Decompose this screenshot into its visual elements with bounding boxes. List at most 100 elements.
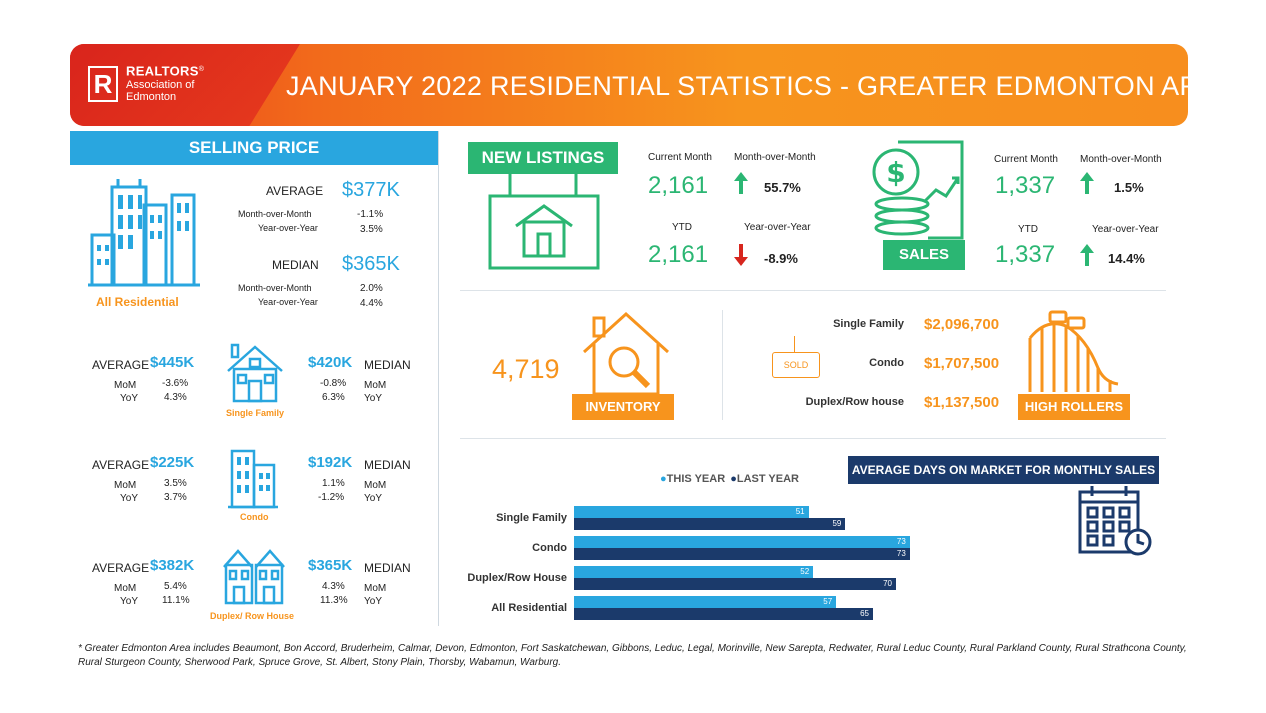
inventory-value: 4,719 bbox=[492, 354, 560, 384]
bar-last-year: 73 bbox=[574, 548, 910, 560]
condo-average-label: AVERAGE bbox=[92, 458, 150, 472]
duplex-median-value: $365K bbox=[308, 557, 353, 574]
listing-sign-icon bbox=[488, 174, 600, 270]
hr-value-condo: $1,707,500 bbox=[924, 355, 1000, 372]
house-magnifier-icon bbox=[582, 311, 670, 396]
sales-current-label: Current Month bbox=[994, 154, 1058, 165]
sales-ytd-label: YTD bbox=[1018, 224, 1038, 235]
sf-avg-yoy: 4.3% bbox=[164, 392, 187, 403]
sales-document-coins-icon: $ bbox=[872, 140, 964, 240]
bar-value-label: 73 bbox=[896, 549, 906, 558]
nl-ytd-label: YTD bbox=[672, 222, 692, 233]
sf-median-value: $420K bbox=[308, 354, 353, 371]
hr-label-single-family: Single Family bbox=[833, 318, 904, 330]
duplex-med-mom: 4.3% bbox=[322, 581, 345, 592]
duplex-yoy-label: YoY bbox=[120, 596, 138, 607]
sold-sign-post bbox=[794, 336, 795, 352]
bar-this-year: 51 bbox=[574, 506, 809, 518]
sales-mom-value: 1.5% bbox=[1114, 180, 1144, 195]
condo-med-mom: 1.1% bbox=[322, 478, 345, 489]
bar-value-label: 73 bbox=[896, 537, 906, 546]
hr-value-duplex: $1,137,500 bbox=[924, 394, 1000, 411]
duplex-med-yoy: 11.3% bbox=[320, 595, 348, 606]
condo-building-icon bbox=[228, 449, 278, 509]
chart-category-label: All Residential bbox=[491, 602, 567, 614]
sold-sign-icon: SOLD bbox=[772, 352, 820, 378]
all-residential-caption: All Residential bbox=[96, 295, 179, 309]
all-med-mom: 2.0% bbox=[360, 283, 383, 294]
page-title: JANUARY 2022 RESIDENTIAL STATISTICS - GR… bbox=[286, 71, 1188, 101]
association-logo-text: REALTORS® Association of Edmonton bbox=[126, 64, 204, 103]
sales-ytd-value: 1,337 bbox=[995, 241, 1056, 268]
condo-average-value: $225K bbox=[150, 454, 195, 471]
all-median-label: MEDIAN bbox=[272, 258, 319, 272]
bar-this-year: 73 bbox=[574, 536, 910, 548]
legend-this-dot: ● bbox=[660, 473, 667, 485]
logo-line3: Edmonton bbox=[126, 90, 177, 103]
sf-average-label: AVERAGE bbox=[92, 358, 150, 372]
sold-sign-text: SOLD bbox=[783, 360, 809, 370]
all-med-yoy: 4.4% bbox=[360, 298, 383, 309]
days-on-market-title: AVERAGE DAYS ON MARKET FOR MONTHLY SALES bbox=[848, 456, 1159, 484]
all-avg-mom-label: Month-over-Month bbox=[238, 209, 312, 219]
nl-down-arrow-icon bbox=[734, 244, 748, 266]
condo-median-label: MEDIAN bbox=[364, 458, 411, 472]
sf-med-yoy: 6.3% bbox=[322, 392, 345, 403]
inventory-heading: INVENTORY bbox=[572, 394, 674, 420]
nl-yoy-value: -8.9% bbox=[764, 251, 798, 266]
nl-mom-label: Month-over-Month bbox=[734, 152, 816, 163]
footnote: * Greater Edmonton Area includes Beaumon… bbox=[78, 643, 1187, 668]
all-average-label: AVERAGE bbox=[266, 184, 324, 198]
selling-price-heading: SELLING PRICE bbox=[70, 131, 438, 165]
sales-mom-up-arrow-icon bbox=[1080, 172, 1094, 194]
single-family-house-icon bbox=[227, 343, 283, 403]
all-avg-mom: -1.1% bbox=[357, 209, 384, 220]
svg-text:$: $ bbox=[886, 156, 905, 189]
chart-category-label: Single Family bbox=[496, 512, 567, 524]
bar-value-label: 65 bbox=[860, 609, 869, 618]
duplex-caption: Duplex/ Row House bbox=[210, 611, 295, 621]
sales-mom-label: Month-over-Month bbox=[1080, 154, 1162, 165]
bar-value-label: 70 bbox=[883, 579, 892, 588]
duplex-average-value: $382K bbox=[150, 557, 195, 574]
selling-price-panel: SELLING PRICE All Residential AVERAGE $3… bbox=[70, 131, 439, 626]
sales-yoy-up-arrow-icon bbox=[1080, 244, 1094, 266]
bar-value-label: 59 bbox=[832, 519, 842, 528]
condo-caption: Condo bbox=[240, 512, 269, 522]
all-average-value: $377K bbox=[342, 179, 400, 201]
condo-yoy-label: YoY bbox=[120, 493, 138, 504]
bar-this-year: 57 bbox=[574, 596, 837, 608]
bar-this-year: 52 bbox=[574, 566, 814, 578]
sf-avg-mom: -3.6% bbox=[162, 378, 189, 389]
sales-heading: SALES bbox=[883, 240, 965, 270]
all-median-value: $365K bbox=[342, 253, 400, 275]
nl-current-label: Current Month bbox=[648, 152, 712, 163]
legend-this-year: THIS YEAR bbox=[666, 473, 726, 485]
sf-mom-label: MoM bbox=[114, 380, 137, 391]
duplex-house-icon bbox=[223, 549, 285, 605]
bar-last-year: 70 bbox=[574, 578, 896, 590]
sf-med-yoy-label: YoY bbox=[364, 393, 382, 404]
high-rollers-heading: HIGH ROLLERS bbox=[1018, 394, 1130, 420]
bar-value-label: 57 bbox=[823, 597, 833, 606]
sf-med-mom-label: MoM bbox=[364, 380, 387, 391]
sf-yoy-label: YoY bbox=[120, 393, 138, 404]
sf-average-value: $445K bbox=[150, 354, 195, 371]
sales-yoy-label: Year-over-Year bbox=[1092, 224, 1159, 235]
sf-median-label: MEDIAN bbox=[364, 358, 411, 372]
realtors-logo-icon: R bbox=[88, 66, 118, 102]
bar-last-year: 65 bbox=[574, 608, 873, 620]
roller-coaster-icon bbox=[1028, 310, 1119, 392]
hr-label-duplex: Duplex/Row house bbox=[805, 396, 904, 408]
hr-value-single-family: $2,096,700 bbox=[924, 316, 1000, 333]
all-avg-yoy: 3.5% bbox=[360, 224, 383, 235]
condo-med-yoy-label: YoY bbox=[364, 493, 382, 504]
header-banner: R REALTORS® Association of Edmonton JANU… bbox=[70, 44, 1188, 126]
nl-yoy-label: Year-over-Year bbox=[744, 222, 811, 233]
new-listings-heading: NEW LISTINGS bbox=[468, 142, 618, 174]
duplex-med-mom-label: MoM bbox=[364, 583, 387, 594]
chart-legend: ●THIS YEAR ●LAST YEAR bbox=[660, 473, 799, 485]
nl-current-value: 2,161 bbox=[648, 172, 709, 199]
sf-caption: Single Family bbox=[226, 408, 285, 418]
bar-value-label: 52 bbox=[800, 567, 810, 576]
